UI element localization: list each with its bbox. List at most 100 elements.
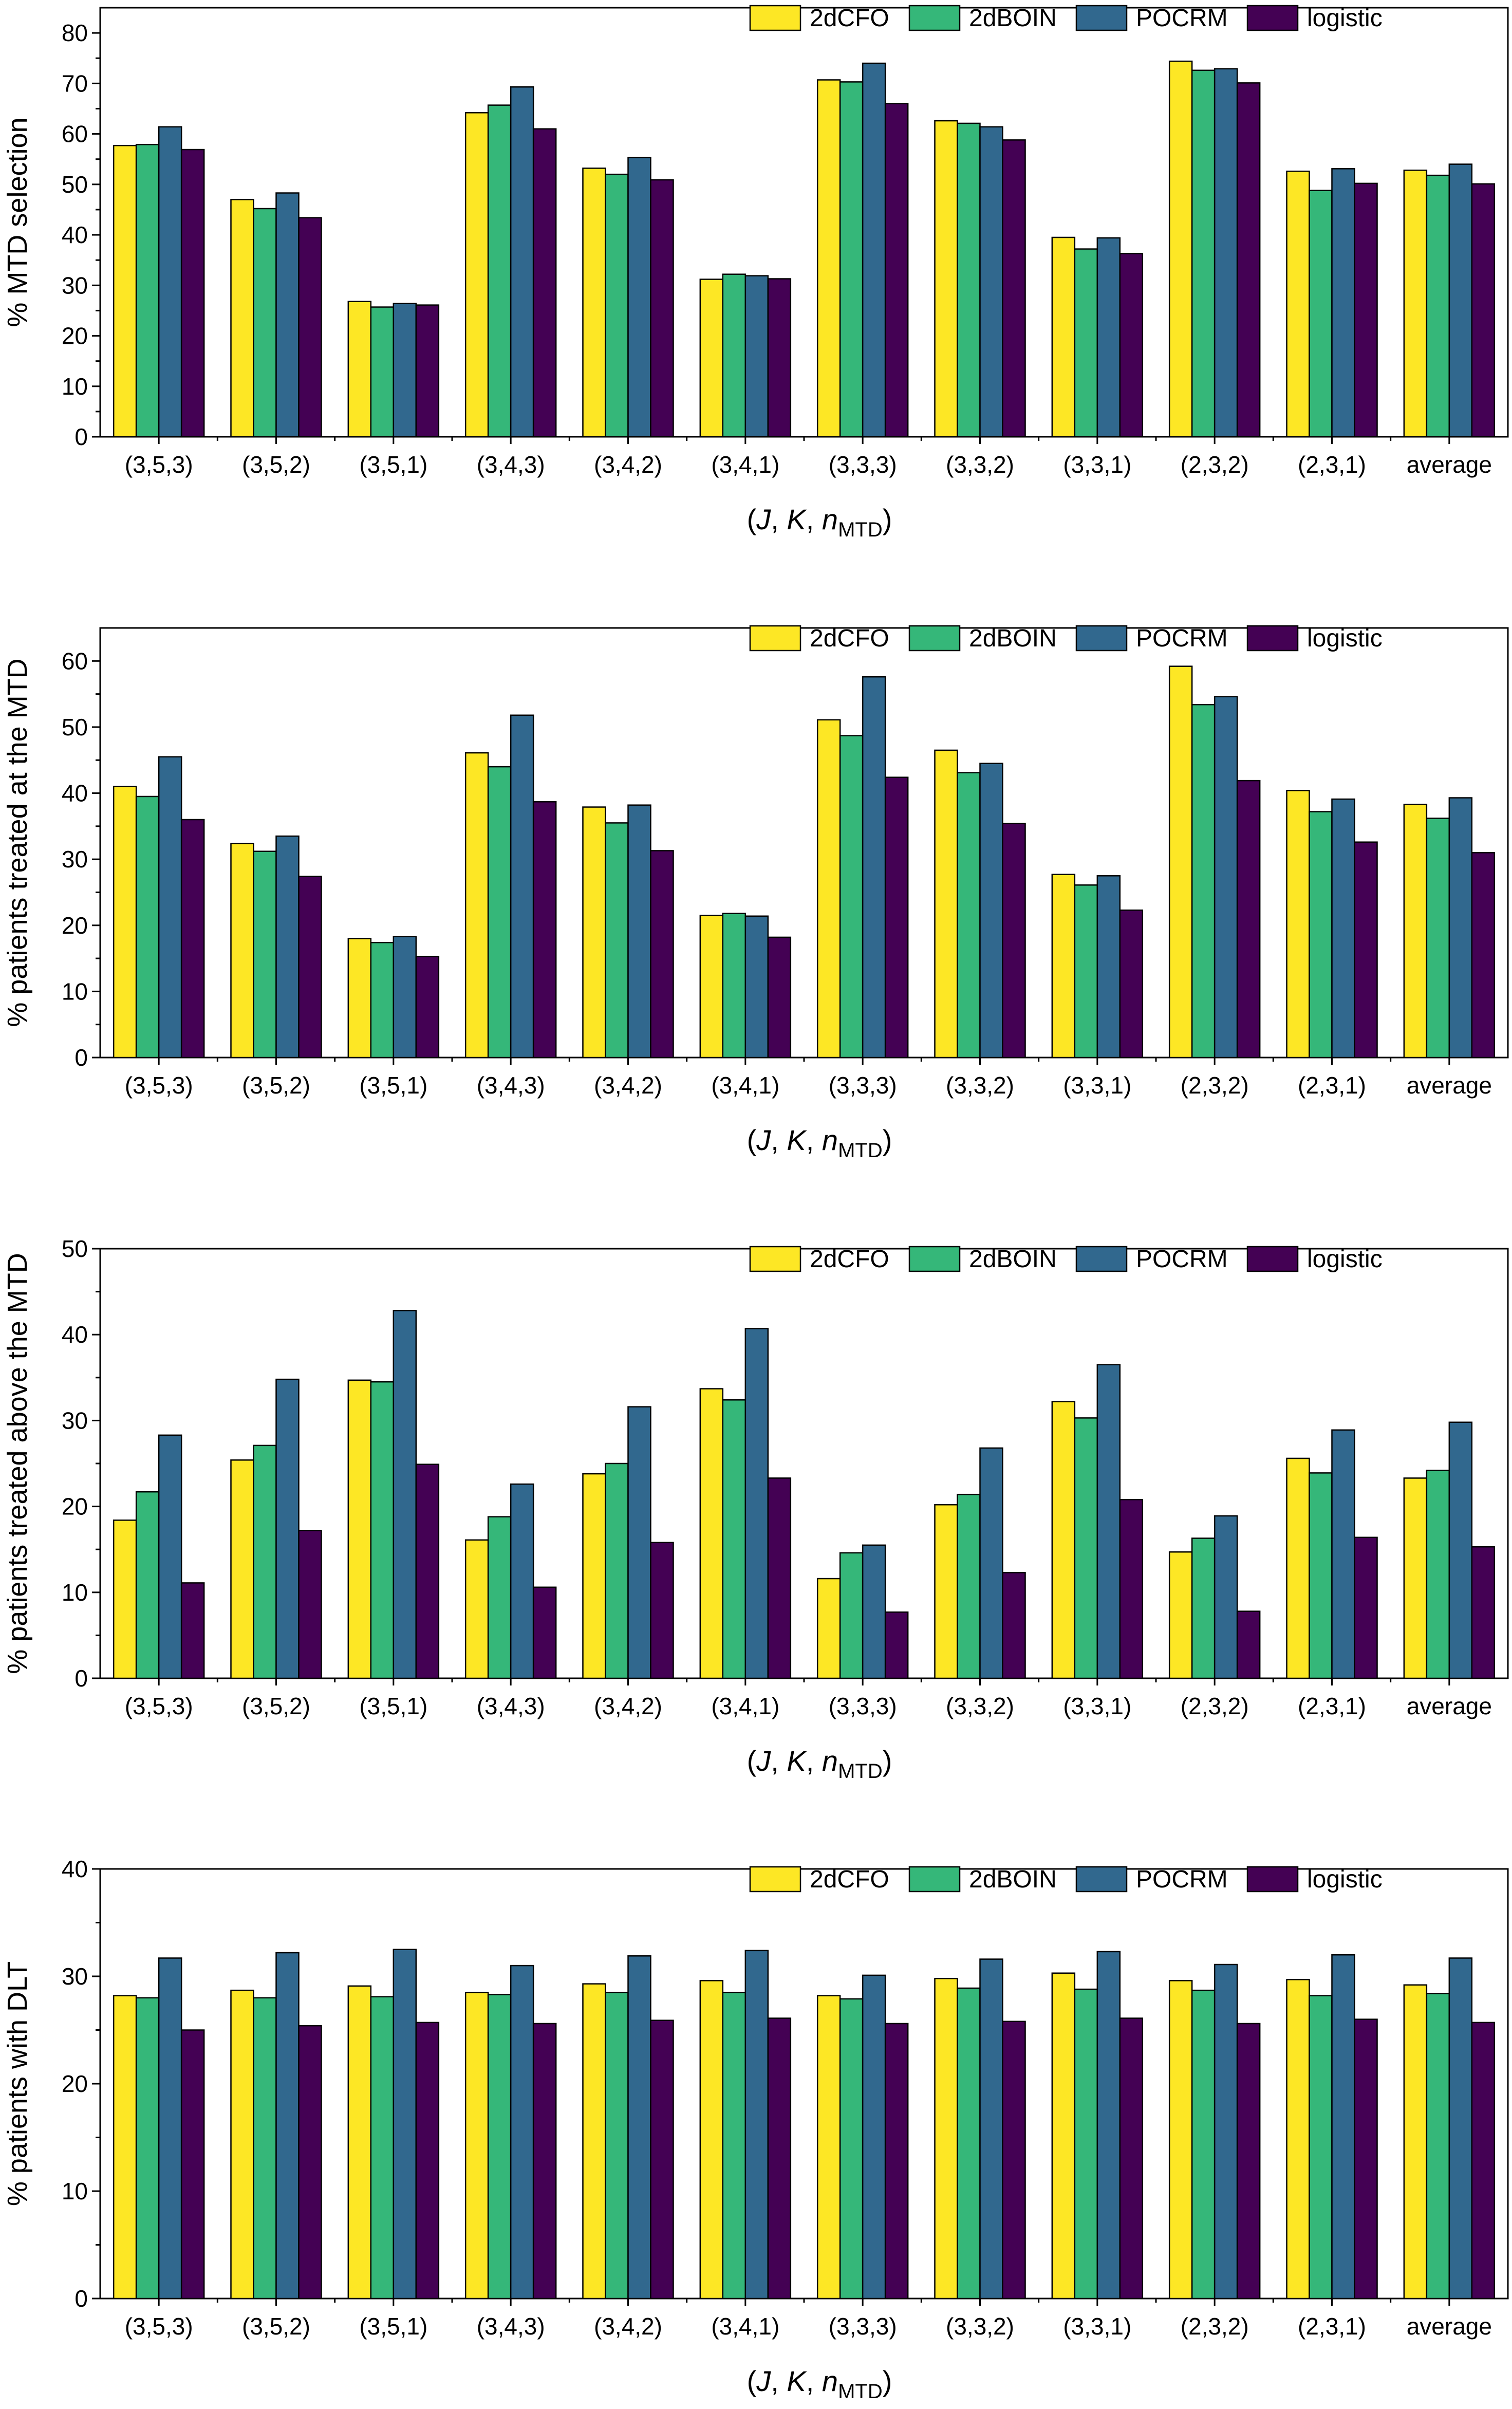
bar-POCRM-2 (275, 835, 300, 1059)
legend-label-logistic: logistic (1307, 5, 1383, 32)
bar-POCRM-3 (393, 936, 417, 1059)
bar-2dCFO-7 (816, 719, 841, 1059)
x-tick-label: (3,5,3) (125, 2313, 193, 2340)
legend-swatch-logistic (1246, 5, 1299, 31)
bar-2dCFO-10 (1168, 1551, 1193, 1679)
bar-2dCFO-9 (1051, 1401, 1076, 1679)
bar-POCRM-10 (1214, 696, 1238, 1059)
legend-swatch-POCRM (1075, 5, 1128, 31)
bar-2dBOIN-5 (605, 173, 629, 438)
bar-logistic-6 (767, 936, 792, 1059)
bar-2dCFO-2 (230, 1989, 254, 2300)
y-tick-label: 70 (62, 70, 88, 97)
bar-logistic-7 (884, 2023, 909, 2300)
bar-logistic-12 (1471, 2022, 1496, 2300)
bar-2dCFO-5 (582, 1473, 606, 1679)
bar-POCRM-7 (862, 1544, 886, 1679)
y-tick-label: 0 (74, 1665, 88, 1692)
bar-POCRM-9 (1096, 1364, 1121, 1679)
bar-2dCFO-1 (113, 786, 137, 1059)
bar-2dCFO-11 (1286, 790, 1310, 1059)
x-tick-label: (2,3,1) (1298, 2313, 1366, 2340)
legend-swatch-POCRM (1075, 1246, 1128, 1272)
x-tick-label: (3,5,1) (359, 2313, 427, 2340)
x-tick-label: (3,4,2) (594, 1693, 662, 1719)
bar-2dCFO-10 (1168, 1980, 1193, 2300)
bar-2dCFO-12 (1403, 804, 1428, 1059)
x-tick-label: (2,3,1) (1298, 1072, 1366, 1099)
y-tick-label: 30 (62, 1963, 88, 1990)
bar-logistic-5 (650, 850, 674, 1059)
bar-POCRM-1 (158, 756, 182, 1059)
bar-POCRM-8 (979, 1447, 1003, 1679)
bar-2dBOIN-3 (370, 941, 395, 1059)
bar-POCRM-12 (1448, 1421, 1473, 1679)
bar-2dBOIN-10 (1191, 1989, 1216, 2300)
y-tick-label: 30 (62, 1407, 88, 1434)
x-tick-label: (3,3,2) (946, 1072, 1014, 1099)
y-tick-label: 0 (74, 1044, 88, 1071)
bar-2dBOIN-11 (1309, 811, 1333, 1059)
x-tick-label: (3,3,2) (946, 451, 1014, 478)
bar-logistic-10 (1236, 82, 1261, 438)
bar-logistic-11 (1354, 2018, 1378, 2300)
bar-2dBOIN-4 (487, 104, 512, 438)
x-tick-label: (3,4,1) (711, 1072, 779, 1099)
y-tick-label: 80 (62, 20, 88, 46)
y-tick-label: 0 (74, 2285, 88, 2312)
bar-2dBOIN-10 (1191, 1537, 1216, 1679)
bar-2dCFO-8 (934, 749, 958, 1059)
bar-POCRM-5 (627, 804, 651, 1059)
bar-POCRM-3 (393, 1310, 417, 1679)
bar-2dCFO-3 (347, 1379, 372, 1679)
bar-2dBOIN-8 (957, 772, 981, 1059)
bar-logistic-7 (884, 103, 909, 438)
x-tick-label: (3,4,3) (477, 451, 545, 478)
bar-logistic-12 (1471, 852, 1496, 1059)
bar-POCRM-7 (862, 676, 886, 1059)
bar-2dCFO-9 (1051, 874, 1076, 1059)
bar-POCRM-5 (627, 1406, 651, 1679)
x-tick-label: average (1407, 451, 1492, 478)
bar-POCRM-12 (1448, 797, 1473, 1059)
x-tick-label: (3,4,2) (594, 451, 662, 478)
bar-2dCFO-3 (347, 301, 372, 438)
bar-POCRM-7 (862, 1974, 886, 2300)
bar-2dCFO-7 (816, 1578, 841, 1679)
bar-2dCFO-10 (1168, 60, 1193, 438)
bar-2dCFO-2 (230, 199, 254, 438)
bar-POCRM-9 (1096, 875, 1121, 1059)
y-tick-label: 20 (62, 1493, 88, 1520)
legend-label-POCRM: POCRM (1136, 625, 1228, 652)
bar-2dCFO-6 (699, 915, 724, 1059)
x-tick-label: (3,5,1) (359, 1693, 427, 1719)
bar-logistic-4 (532, 1586, 557, 1679)
y-tick-label: 60 (62, 647, 88, 674)
y-tick-label: 20 (62, 323, 88, 349)
y-tick-label: 0 (74, 423, 88, 450)
bar-logistic-8 (1002, 1572, 1026, 1679)
bar-2dBOIN-2 (253, 1444, 277, 1679)
bar-logistic-6 (767, 2017, 792, 2300)
x-tick-label: average (1407, 2313, 1492, 2340)
bar-2dCFO-4 (464, 112, 489, 438)
bar-POCRM-10 (1214, 68, 1238, 438)
chart-panel-4: 0 10 20 30 40 % patients with DLT (3,5,3) (3,5,… (2, 1856, 1509, 2403)
bar-logistic-2 (298, 1530, 322, 1679)
x-tick-label: (3,3,1) (1063, 1693, 1131, 1719)
y-tick-label: 20 (62, 912, 88, 939)
bar-logistic-4 (532, 2023, 557, 2300)
bar-2dBOIN-7 (839, 1998, 864, 2300)
x-tick-label: (2,3,1) (1298, 451, 1366, 478)
bar-2dBOIN-10 (1191, 703, 1216, 1059)
bar-POCRM-6 (744, 1328, 769, 1679)
legend-swatch-2dCFO (749, 1246, 801, 1272)
chart-panel-3: 0 10 20 30 40 50 % patients treated above the … (2, 1235, 1509, 1783)
bar-POCRM-3 (393, 1949, 417, 2300)
x-tick-label: (3,4,3) (477, 1072, 545, 1099)
bar-2dBOIN-8 (957, 1987, 981, 2300)
legend-label-2dBOIN: 2dBOIN (969, 625, 1057, 652)
bar-logistic-9 (1119, 909, 1144, 1059)
bar-POCRM-12 (1448, 163, 1473, 438)
bar-2dBOIN-9 (1074, 884, 1098, 1059)
